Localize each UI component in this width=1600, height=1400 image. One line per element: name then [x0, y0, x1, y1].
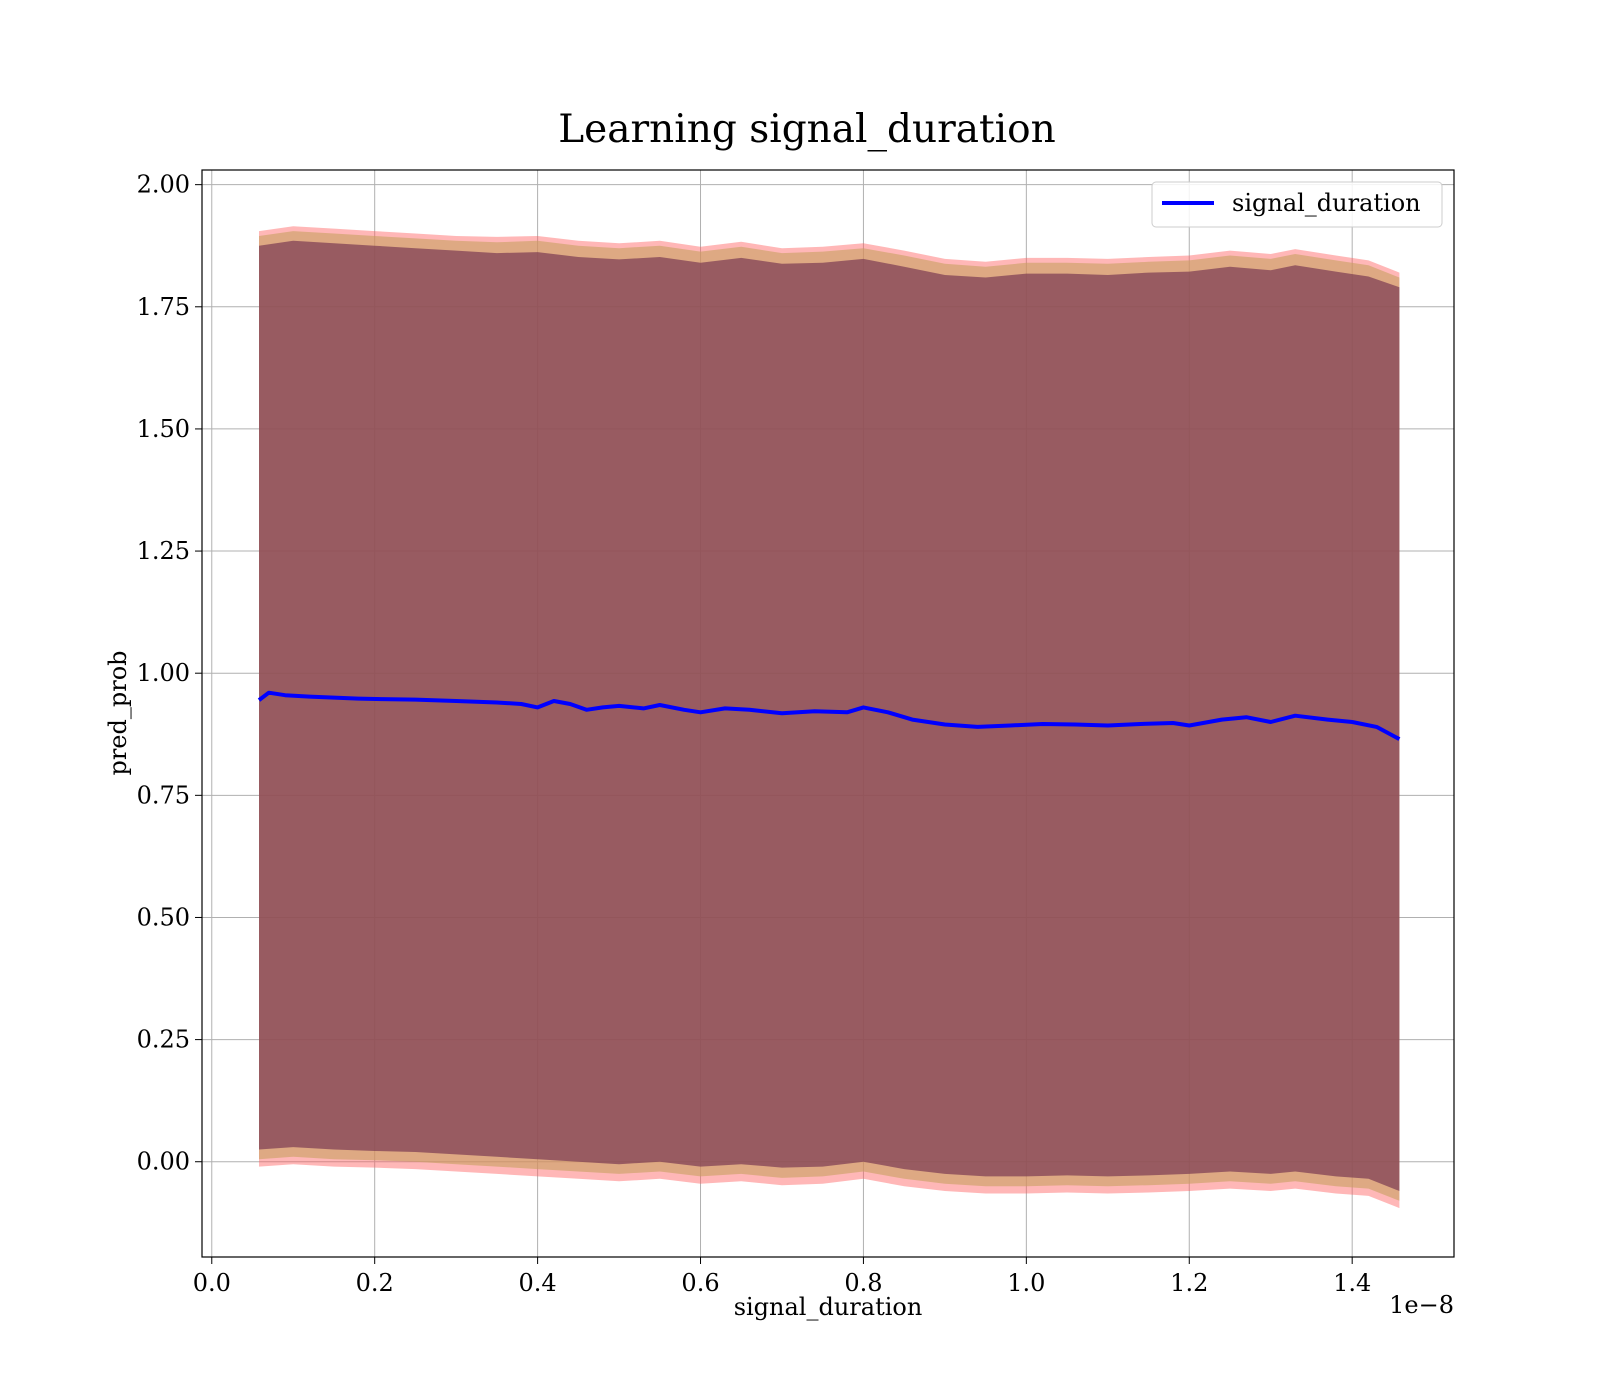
legend-label: signal_duration — [1232, 189, 1421, 217]
confidence-bands — [259, 226, 1400, 1209]
y-tick-label: 0.75 — [137, 781, 190, 809]
x-tick-label: 0.4 — [519, 1269, 557, 1297]
y-tick-label: 1.75 — [137, 293, 190, 321]
x-axis-label: signal_duration — [734, 1293, 923, 1321]
x-tick-label: 1.2 — [1170, 1269, 1208, 1297]
y-tick-label: 2.00 — [137, 171, 190, 199]
legend: signal_duration — [1151, 181, 1443, 228]
series-lines — [257, 690, 1401, 741]
x-axis-ticks: 0.0 0.2 0.4 0.6 0.8 1.0 1.2 1.4 — [193, 1257, 1371, 1297]
y-tick-label: 1.50 — [137, 415, 190, 443]
chart-title: Learning signal_duration — [558, 107, 1055, 152]
y-tick-label: 0.00 — [137, 1148, 190, 1176]
x-tick-label: 0.0 — [193, 1269, 231, 1297]
band-area — [259, 240, 1400, 1192]
legend-frame — [1151, 181, 1443, 228]
y-tick-label: 0.50 — [137, 903, 190, 931]
series-line — [257, 690, 1401, 741]
x-tick-label: 0.6 — [681, 1269, 719, 1297]
x-tick-label: 1.4 — [1333, 1269, 1371, 1297]
y-tick-label: 1.00 — [137, 659, 190, 687]
x-tick-label: 0.8 — [844, 1269, 882, 1297]
y-axis-ticks: 0.00 0.25 0.50 0.75 1.00 1.25 1.50 1.75 2.00 — [137, 171, 202, 1176]
x-axis-offset-text: 1e−8 — [1389, 1291, 1454, 1319]
y-axis-label: pred_prob — [104, 650, 132, 775]
y-tick-label: 1.25 — [137, 537, 190, 565]
plot-area-frame — [201, 169, 1455, 1258]
y-tick-label: 0.25 — [137, 1026, 190, 1054]
x-tick-label: 0.2 — [356, 1269, 394, 1297]
x-tick-label: 1.0 — [1007, 1269, 1045, 1297]
